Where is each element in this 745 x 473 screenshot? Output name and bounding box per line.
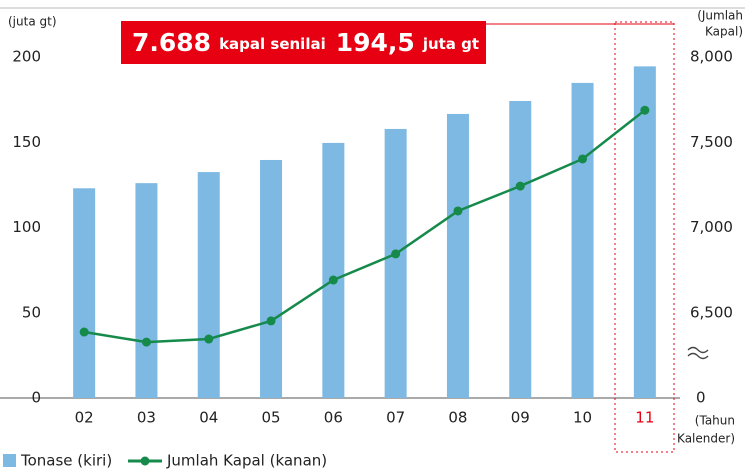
bar — [197, 172, 220, 398]
x-axis-label: (Tahun — [695, 414, 735, 428]
x-tick-label: 03 — [137, 409, 156, 427]
line-point — [79, 327, 89, 337]
bar — [446, 113, 469, 399]
bar — [509, 100, 532, 398]
x-tick-label: 02 — [75, 409, 94, 427]
y2-tick-label: 0 — [696, 389, 706, 407]
line-point — [578, 154, 588, 164]
bar — [135, 183, 158, 398]
line-point — [515, 181, 525, 191]
x-tick-label: 06 — [324, 409, 343, 427]
y-tick-label: 100 — [12, 218, 41, 236]
x-axis-label: Kalender) — [677, 432, 735, 446]
bar — [322, 142, 345, 398]
x-tick-label: 04 — [199, 409, 218, 427]
x-tick-label: 05 — [262, 409, 281, 427]
line-point — [141, 337, 151, 347]
y-tick-label: 200 — [12, 48, 41, 66]
bar — [633, 66, 656, 398]
y2-tick-label: 8,000 — [690, 48, 733, 66]
legend-swatch — [140, 456, 150, 466]
legend-label: Tonase (kiri) — [20, 452, 112, 470]
line-point — [328, 275, 338, 285]
legend-label: Jumlah Kapal (kanan) — [166, 452, 327, 470]
line-point — [640, 105, 650, 115]
y2-tick-label: 7,000 — [690, 218, 733, 236]
bar — [73, 188, 96, 398]
y-axis-label: (juta gt) — [8, 15, 57, 29]
annotation-box — [121, 21, 486, 64]
annotation-text: 7.688 kapal senilai 194,5 juta gt — [132, 28, 479, 57]
legend-swatch — [3, 454, 16, 467]
x-tick-label: 07 — [386, 409, 405, 427]
x-tick-label: 10 — [573, 409, 592, 427]
y-tick-label: 0 — [31, 389, 41, 407]
bar — [260, 159, 283, 398]
x-tick-label: 11 — [635, 409, 654, 427]
x-tick-label: 08 — [448, 409, 467, 427]
axis-break — [687, 346, 709, 360]
bar — [571, 82, 594, 398]
line-point — [391, 249, 401, 259]
y-tick-label: 150 — [12, 133, 41, 151]
line — [83, 109, 646, 344]
x-tick-label: 09 — [511, 409, 530, 427]
line-point — [266, 316, 276, 326]
y2-axis-label: (Jumlah — [697, 9, 743, 23]
line-point — [453, 206, 463, 216]
y2-tick-label: 6,500 — [690, 303, 733, 321]
y2-tick-label: 7,500 — [690, 133, 733, 151]
y2-axis-label: Kapal) — [705, 25, 743, 39]
line-point — [204, 334, 214, 344]
y-tick-label: 50 — [22, 303, 41, 321]
bar — [384, 128, 407, 399]
